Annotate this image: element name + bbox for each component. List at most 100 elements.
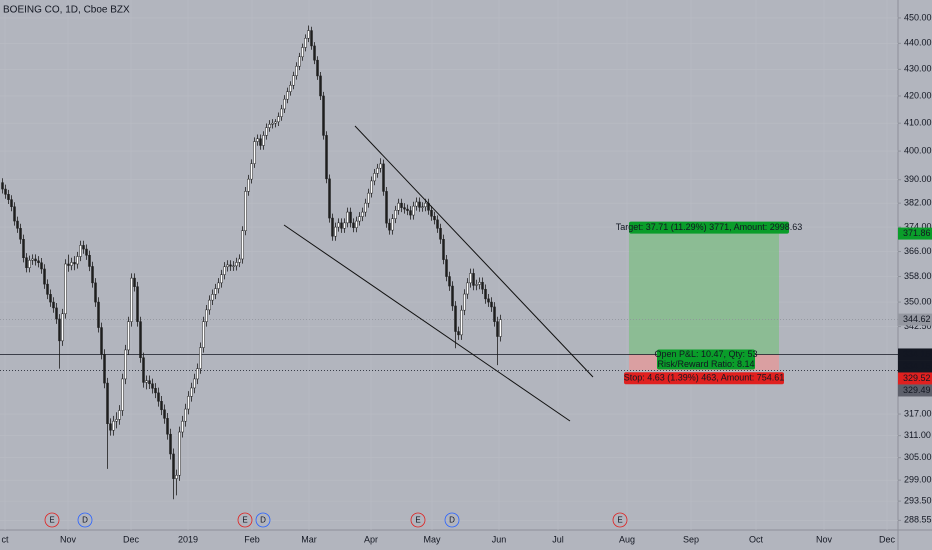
candle-body xyxy=(163,409,166,419)
candle-body xyxy=(22,239,25,258)
candle-body xyxy=(91,266,94,284)
candle-body xyxy=(322,95,325,136)
candle-body xyxy=(394,210,397,219)
candle-body xyxy=(199,347,202,369)
candle-body xyxy=(418,201,421,208)
candle-body xyxy=(208,299,211,311)
event-label: E xyxy=(617,516,622,525)
candle-body xyxy=(43,268,46,285)
candle-body xyxy=(148,380,151,385)
x-tick-label: Sep xyxy=(683,534,699,544)
candle-body xyxy=(439,228,442,240)
candle-body xyxy=(412,205,415,216)
candle-body xyxy=(457,331,460,336)
candle-body xyxy=(61,313,64,342)
candle-body xyxy=(166,418,169,435)
event-label: E xyxy=(49,516,54,525)
candle-body xyxy=(385,191,388,224)
price-label: 334.15 xyxy=(903,349,931,359)
candle-body xyxy=(499,319,502,337)
candle-body xyxy=(262,135,265,146)
chart-title: BOEING CO, 1D, Cboe BZX xyxy=(3,5,130,16)
candle-body xyxy=(115,419,118,422)
event-marker xyxy=(44,512,60,528)
candle-body xyxy=(52,301,55,309)
candle-body xyxy=(49,294,52,303)
candle-body xyxy=(190,387,193,397)
candle-body xyxy=(268,124,271,128)
candle-body xyxy=(424,202,427,207)
candle-body xyxy=(253,141,256,164)
price-label: 371.86 xyxy=(903,228,931,238)
event-label: D xyxy=(82,516,88,525)
candle-body xyxy=(58,318,61,342)
x-tick-label: Jul xyxy=(552,534,564,544)
event-label: D xyxy=(260,516,266,525)
candle-body xyxy=(109,423,112,431)
candle-body xyxy=(223,266,226,275)
candle-body xyxy=(280,108,283,117)
candle-body xyxy=(241,230,244,260)
candle-body xyxy=(97,301,100,328)
candle-body xyxy=(124,349,127,380)
event-marker xyxy=(410,512,426,528)
candle-body xyxy=(283,98,286,110)
x-tick-label: Jun xyxy=(492,534,507,544)
candle-body xyxy=(286,91,289,100)
event-label: D xyxy=(449,516,455,525)
price-label-box xyxy=(898,384,932,397)
event-label: E xyxy=(242,516,247,525)
candle-body xyxy=(349,211,352,224)
candle-body xyxy=(106,382,109,424)
x-tick-label: Dec xyxy=(123,534,140,544)
candle-body xyxy=(301,47,304,58)
candle-body xyxy=(463,293,466,311)
candle-body xyxy=(376,167,379,174)
y-tick-label: 400.00 xyxy=(904,145,932,155)
candle-body xyxy=(10,199,13,207)
price-label: 334.15 xyxy=(903,361,931,371)
x-tick-label: Feb xyxy=(244,534,260,544)
candle-body xyxy=(220,274,223,284)
candle-body xyxy=(142,357,145,383)
candle-body xyxy=(151,383,154,389)
price-label: 329.52 xyxy=(903,373,931,383)
candle-body xyxy=(28,259,31,268)
candle-body xyxy=(16,220,19,229)
candle-body xyxy=(454,305,457,332)
y-tick-label: 420.00 xyxy=(904,90,932,100)
candle-body xyxy=(40,262,43,270)
event-label: E xyxy=(415,516,420,525)
candle-body xyxy=(343,222,346,229)
candle-body xyxy=(478,281,481,285)
candle-body xyxy=(379,163,382,169)
x-tick-label: Oct xyxy=(749,534,764,544)
candle-body xyxy=(79,245,82,257)
y-tick-label: 410.00 xyxy=(904,118,932,128)
price-label-box xyxy=(898,372,932,385)
candle-body xyxy=(256,138,259,142)
y-tick-label: 299.00 xyxy=(904,475,932,485)
candle-body xyxy=(364,202,367,213)
y-tick-label: 311.00 xyxy=(904,430,931,440)
candle-body xyxy=(226,264,229,268)
y-tick-label: 350.00 xyxy=(904,296,932,306)
candle-body xyxy=(316,59,319,77)
candle-body xyxy=(19,228,22,240)
event-marker xyxy=(77,512,93,528)
candle-body xyxy=(310,30,313,47)
target-label-box xyxy=(629,221,789,234)
trend-line-lower xyxy=(283,224,571,422)
candle-body xyxy=(304,37,307,48)
candle-body xyxy=(307,30,310,39)
candle-body xyxy=(127,321,130,351)
candle-body xyxy=(277,116,280,123)
x-tick-label: Mar xyxy=(301,534,317,544)
candle-body xyxy=(250,163,253,180)
candle-body xyxy=(136,286,139,322)
target-zone xyxy=(629,233,779,355)
rr-label: Risk/Reward Ratio: 8.14 xyxy=(657,359,754,369)
candle-body xyxy=(313,45,316,61)
candle-body xyxy=(433,216,436,221)
